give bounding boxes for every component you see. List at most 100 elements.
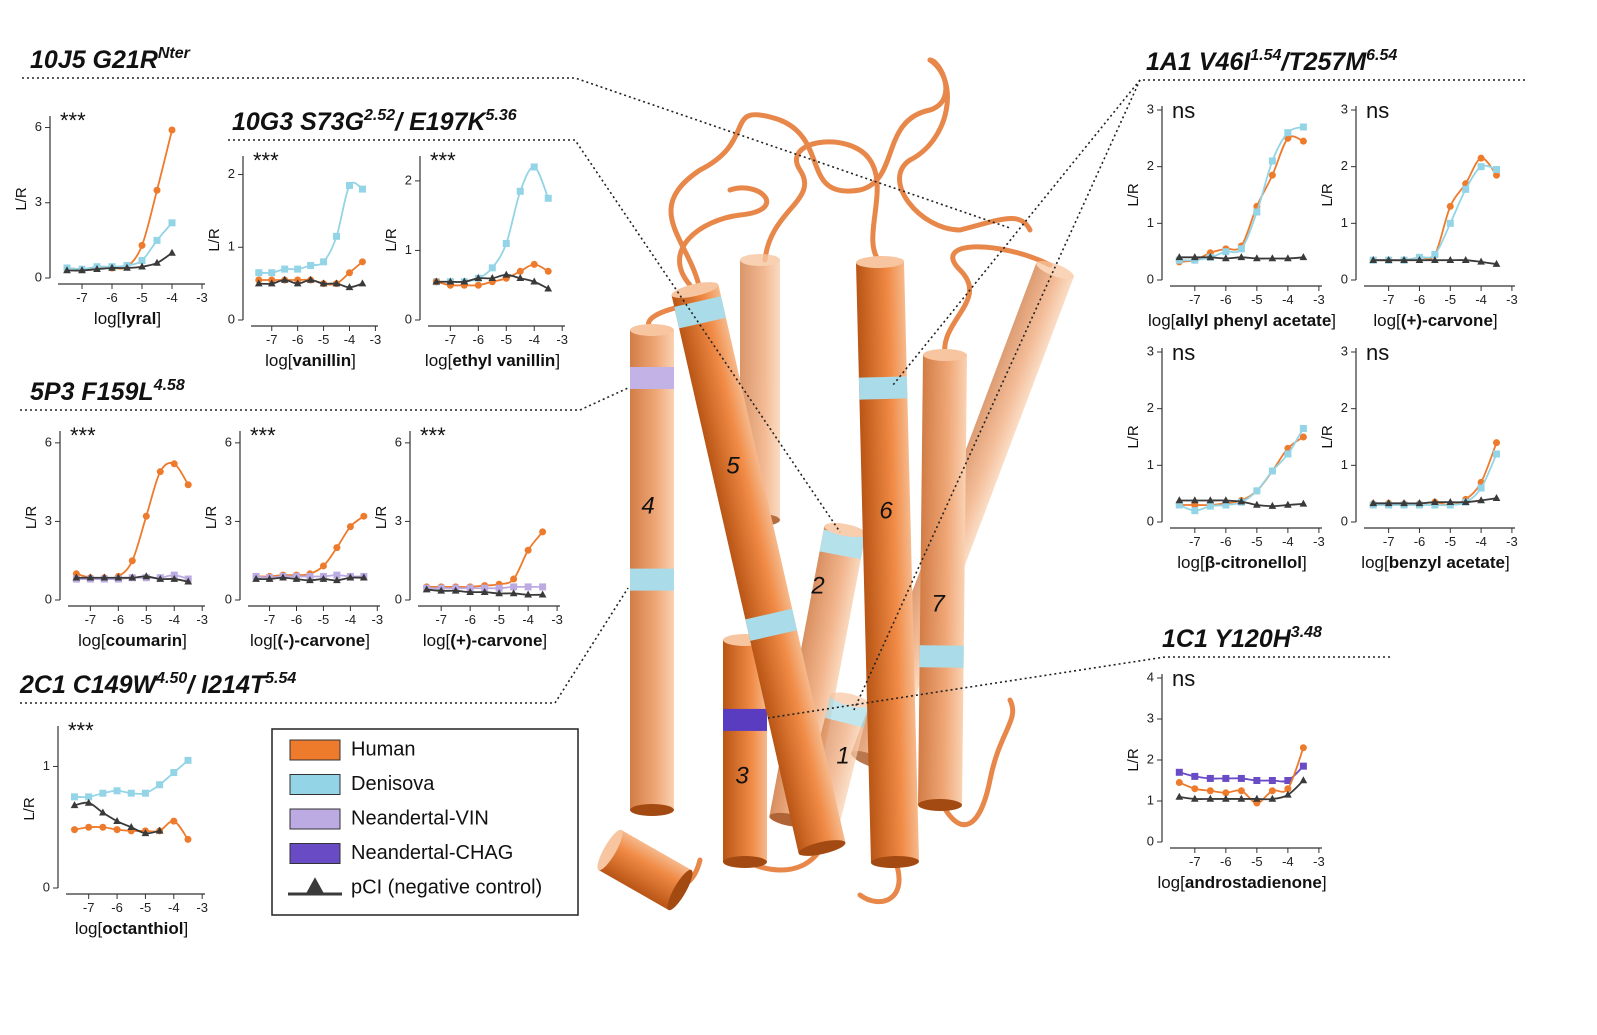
marker [1268,467,1276,475]
x-tick-label: -6 [111,900,123,915]
marker [1237,497,1246,505]
marker [1253,254,1261,262]
marker [524,590,532,598]
marker [1299,776,1308,784]
marker [123,263,131,271]
marker [319,574,328,582]
marker [1191,507,1199,515]
y-tick-label: 3 [1341,101,1348,116]
x-tick-label: -7 [1189,854,1201,869]
marker [156,781,164,789]
legend-label: Denisova [351,773,435,795]
y-tick-label: 0 [35,269,42,284]
marker [100,573,109,581]
helix-band [630,568,674,591]
connector [20,387,629,411]
marker [1299,123,1307,131]
marker [1175,792,1184,800]
marker [1284,254,1292,262]
helix-label: 4 [641,492,654,519]
x-tick-label: -4 [168,900,180,915]
helix-band [919,645,964,668]
x-tick-label: -4 [1475,292,1487,307]
superscript: 1.54 [1250,47,1281,64]
marker [1268,254,1277,262]
marker [332,279,341,287]
marker [1369,255,1378,263]
y-axis-label: L/R [373,506,390,530]
helix-band [745,608,798,641]
legend-label: pCI (negative control) [351,876,542,898]
helix-cap [830,692,870,708]
marker [1284,777,1292,784]
y-tick-label: 3 [1147,343,1154,358]
superscript: 6.54 [1366,47,1397,64]
chart: 0 1 2 -7 -6 -5 -4 -3 L/R log[ethyl vanillin] *** [383,148,568,370]
chart: 0 1 2 3 -7 -6 -5 -4 -3 L/R log[benzyl acetate] ns [1319,340,1518,572]
series-line [1179,126,1304,262]
marker [128,573,137,581]
y-tick-label: 0 [1341,271,1348,286]
helix-body [598,830,692,910]
marker [1477,163,1485,171]
y-axis-label: L/R [1125,183,1142,207]
series-line [66,129,173,271]
marker [156,468,164,476]
marker [359,573,368,581]
marker [99,808,107,816]
marker [138,262,146,270]
annotation: *** [68,718,94,743]
marker [127,823,136,831]
y-tick-label: 3 [225,513,232,528]
marker [516,267,524,275]
marker [1284,785,1292,793]
annotation: *** [253,148,279,173]
title-text: 10G3 S73G [232,108,364,136]
marker [1206,253,1215,261]
title-text: 5P3 F159L [30,378,154,406]
marker [155,826,164,834]
marker [1299,425,1307,432]
y-tick-label: 2 [1147,158,1154,173]
marker [156,574,165,582]
marker [320,258,328,266]
marker [78,266,86,274]
marker [488,274,497,282]
chart: 0 1 2 -7 -6 -5 -4 -3 L/R log[vanillin] *** [206,148,381,370]
x-tick-label: -7 [1189,534,1201,549]
x-tick-label: -4 [1282,292,1294,307]
x-tick-label: -6 [292,332,304,347]
x-tick-label: -5 [493,612,505,627]
y-tick-label: 3 [35,194,42,209]
marker [168,126,176,134]
marker [265,574,274,582]
x-tick-label: -7 [76,290,88,305]
x-tick-label: -5 [140,900,152,915]
helix-label: 5 [726,452,740,479]
title-text: /T257M [1280,48,1367,76]
marker [530,277,539,285]
marker [502,270,511,278]
marker [170,817,178,825]
y-tick-label: 1 [228,239,235,254]
x-tick-label: -6 [473,332,485,347]
x-tick-label: -5 [141,612,153,627]
helix-band [674,296,726,329]
helix-body [918,354,967,806]
marker [184,481,192,489]
x-tick-label: -7 [83,900,95,915]
marker [168,248,176,256]
marker [1384,499,1393,507]
marker [1431,497,1439,505]
section-title: 5P3 F159L4.58 [30,377,185,406]
marker [108,263,116,271]
marker [1284,134,1292,142]
y-tick-label: 2 [405,172,412,187]
marker [544,284,553,292]
marker [539,583,547,591]
charts: 0 3 6 -7 -6 -5 -4 -3 L/R log[lyral] *** 0 1 2 -7 -6 -5 -4… [13,98,1518,938]
marker [184,835,192,843]
annotation: ns [1172,98,1195,123]
loop [942,244,1053,358]
marker [544,194,552,202]
